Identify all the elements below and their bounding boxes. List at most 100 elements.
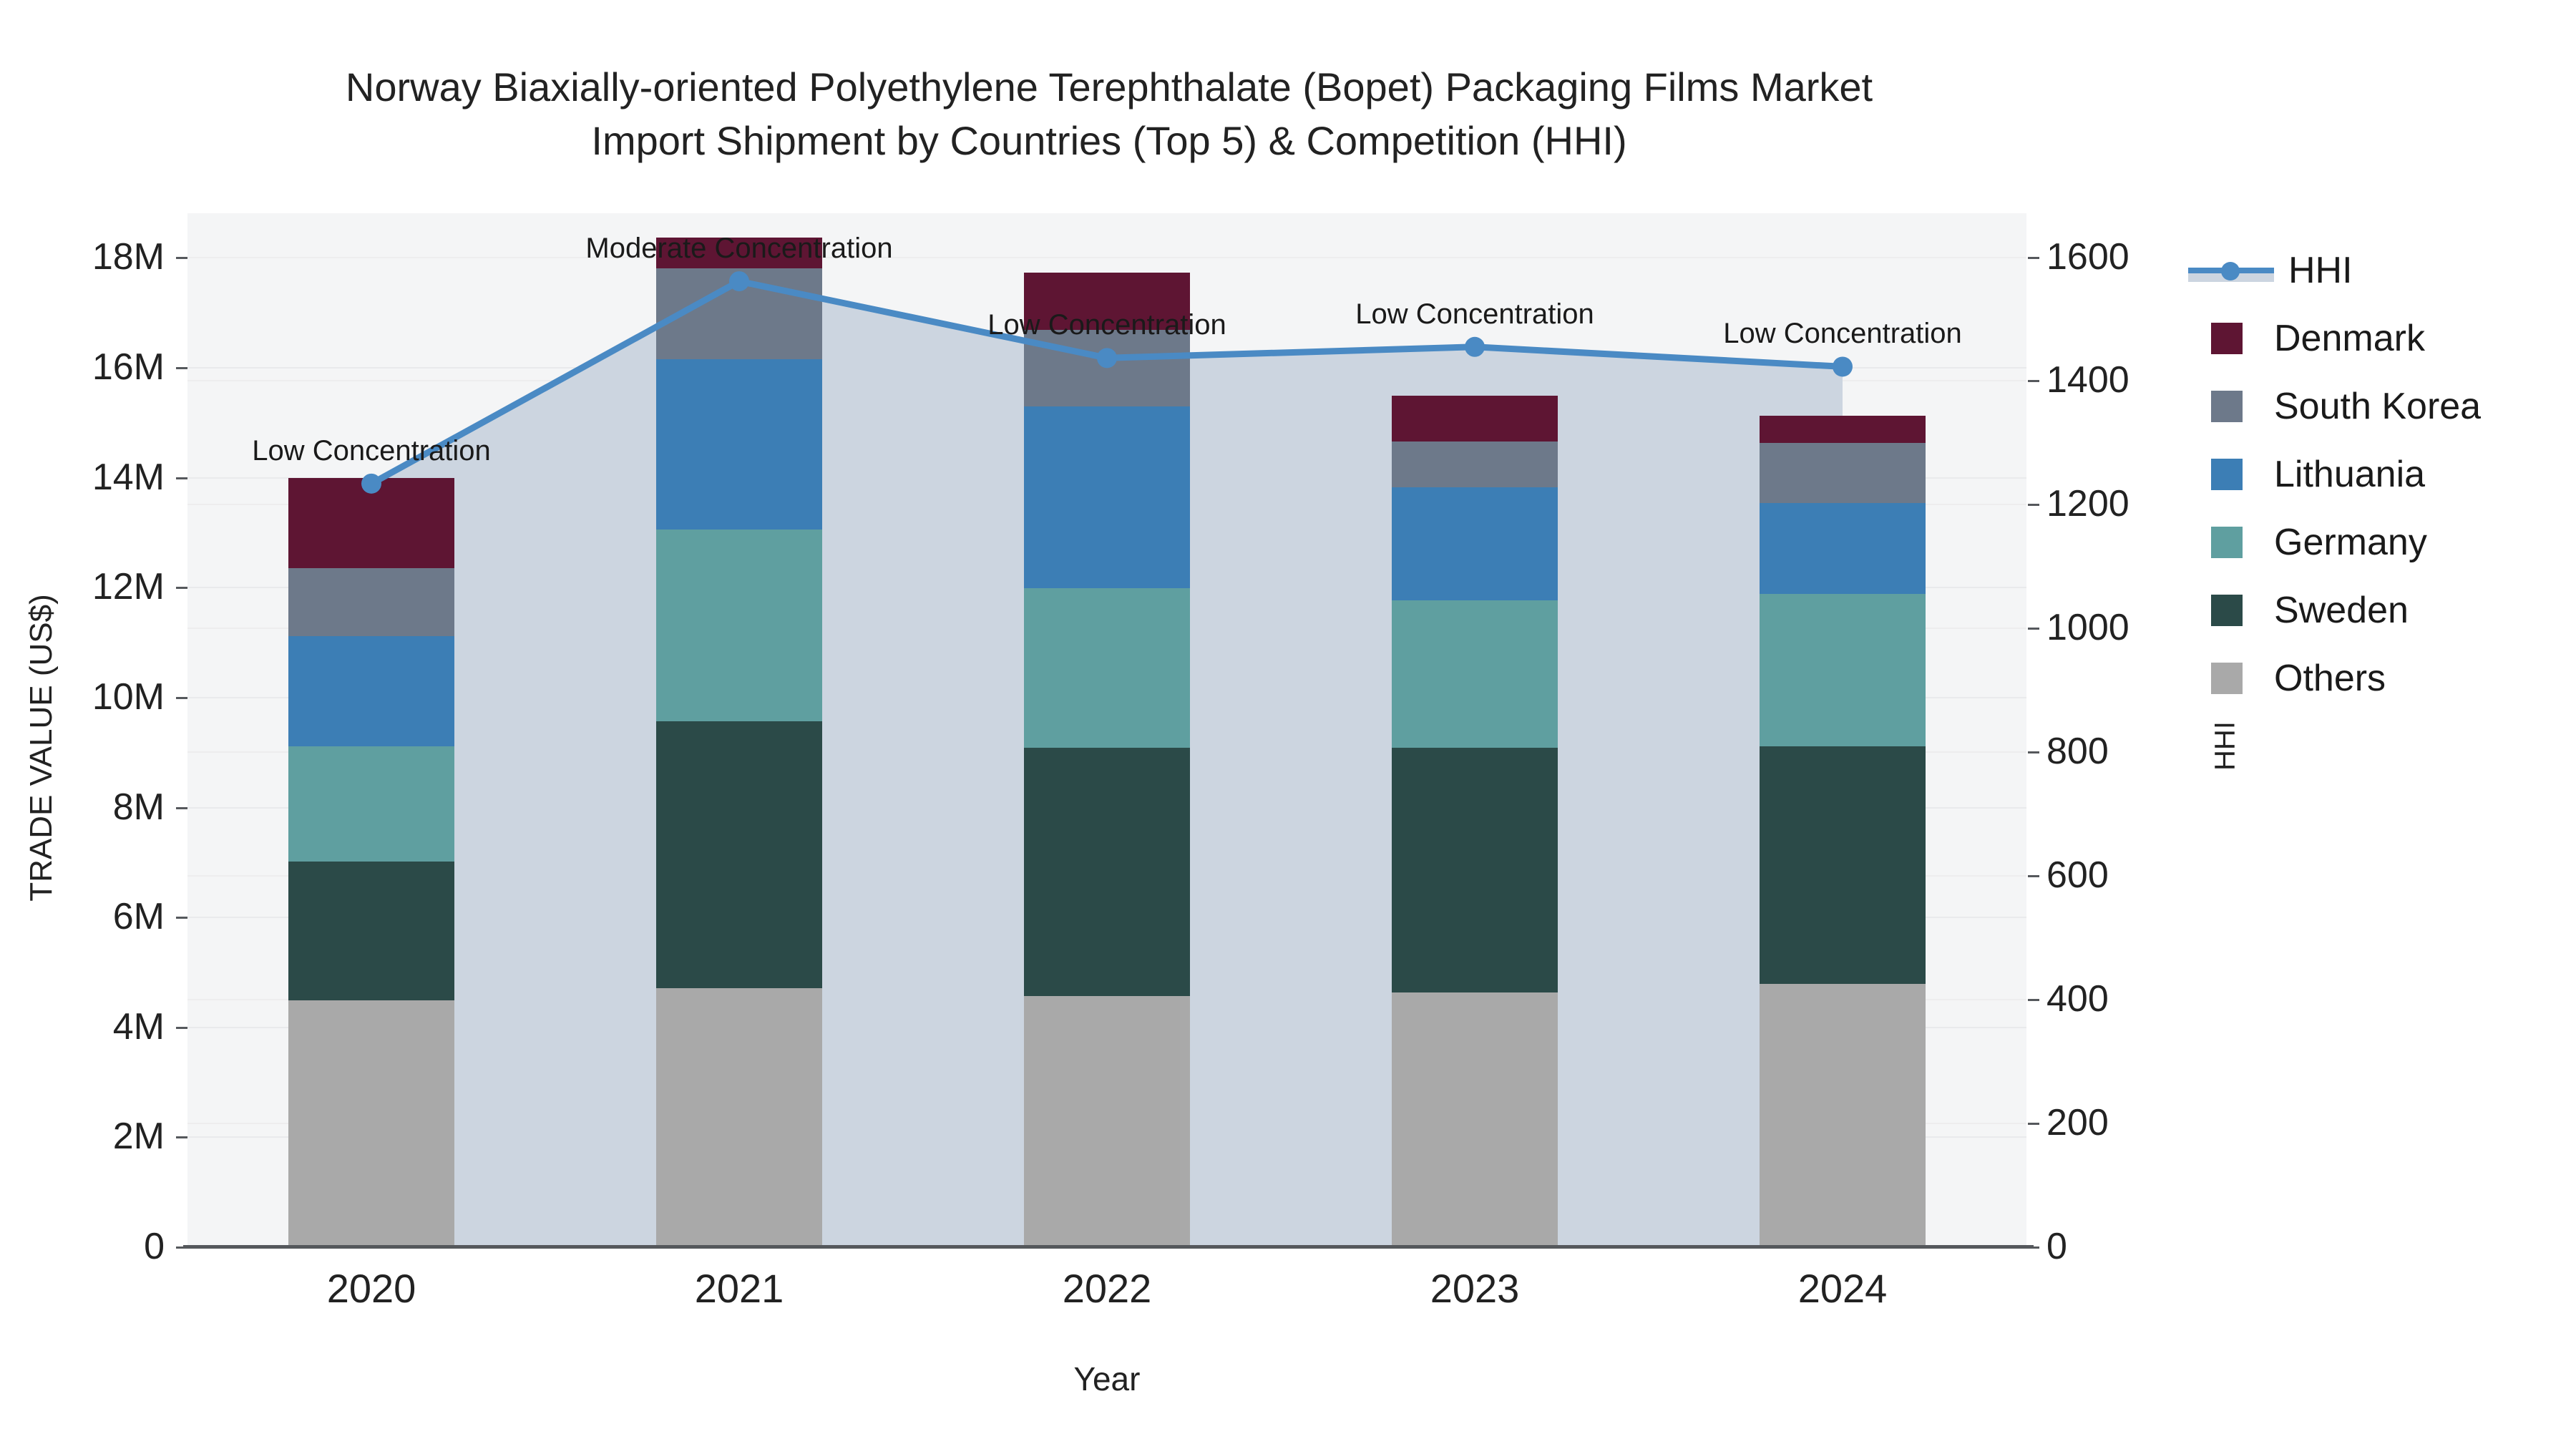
bar-segment[interactable] <box>1760 594 1926 747</box>
y-axis-left-tick-label: 2M <box>112 1116 165 1158</box>
chart-title-line-2: Import Shipment by Countries (Top 5) & C… <box>591 118 1627 164</box>
legend-color-swatch <box>2211 458 2243 490</box>
hhi-data-point[interactable] <box>1097 348 1117 369</box>
bar-group[interactable] <box>1760 213 1926 1246</box>
y-axis-right-tick-mark <box>2028 380 2039 383</box>
bar-segment[interactable] <box>1024 406 1190 588</box>
bar-segment[interactable] <box>1392 600 1558 748</box>
x-axis-tick-label: 2023 <box>1430 1266 1520 1311</box>
y-axis-right-tick-label: 400 <box>2046 978 2109 1020</box>
hhi-data-point[interactable] <box>361 473 381 494</box>
x-axis-line <box>183 1245 2034 1249</box>
legend-item[interactable]: Denmark <box>2188 304 2575 372</box>
y-axis-right-tick-label: 1000 <box>2046 607 2129 649</box>
y-axis-left-tick-mark <box>176 917 187 919</box>
bar-segment[interactable] <box>1392 487 1558 600</box>
chart-title-line-1: Norway Biaxially-oriented Polyethylene T… <box>345 64 1873 109</box>
bar-group[interactable] <box>1024 213 1190 1246</box>
y-axis-left-title: TRADE VALUE (US$) <box>24 594 59 902</box>
bar-segment[interactable] <box>1760 415 1926 444</box>
legend-item-label: Others <box>2274 657 2386 699</box>
bar-segment[interactable] <box>288 568 454 636</box>
bar-segment[interactable] <box>288 861 454 1000</box>
bar-segment[interactable] <box>1024 272 1190 330</box>
bar-segment[interactable] <box>1760 443 1926 503</box>
hhi-data-point[interactable] <box>1465 336 1485 357</box>
y-axis-left-tick-mark <box>176 1026 187 1029</box>
bar-segment[interactable] <box>1392 396 1558 441</box>
y-axis-left-tick-label: 12M <box>92 566 165 608</box>
legend-color-swatch <box>2211 322 2243 354</box>
bar-segment[interactable] <box>1392 992 1558 1246</box>
legend-item[interactable]: South Korea <box>2188 372 2575 440</box>
y-axis-left-tick-mark <box>176 696 187 699</box>
y-axis-right-tick-label: 200 <box>2046 1102 2109 1144</box>
y-axis-left-tick-label: 0 <box>144 1226 165 1267</box>
concentration-annotation: Low Concentration <box>1723 318 1962 350</box>
y-axis-right-tick-mark <box>2028 875 2039 878</box>
bar-group[interactable] <box>1392 213 1558 1246</box>
hhi-data-point[interactable] <box>1833 356 1853 377</box>
legend-item-label: HHI <box>2288 249 2353 291</box>
bar-segment[interactable] <box>1760 983 1926 1246</box>
concentration-annotation: Low Concentration <box>987 309 1226 341</box>
bar-segment[interactable] <box>656 721 822 988</box>
legend-item[interactable]: Sweden <box>2188 576 2575 644</box>
bar-segment[interactable] <box>656 237 822 268</box>
x-axis-tick-label: 2020 <box>326 1266 416 1311</box>
hhi-line <box>361 271 1853 494</box>
bar-segment[interactable] <box>288 746 454 862</box>
bar-segment[interactable] <box>1024 329 1190 407</box>
legend-item[interactable]: Others <box>2188 644 2575 712</box>
bar-segment[interactable] <box>1760 746 1926 984</box>
y-axis-left-tick-label: 16M <box>92 346 165 389</box>
bar-group[interactable] <box>288 213 454 1246</box>
bar-segment[interactable] <box>1760 502 1926 595</box>
x-axis-tick-label: 2022 <box>1062 1266 1152 1311</box>
bar-segment[interactable] <box>656 358 822 530</box>
legend-item[interactable]: Germany <box>2188 508 2575 576</box>
bar-segment[interactable] <box>1024 747 1190 996</box>
legend-item[interactable]: Lithuania <box>2188 440 2575 508</box>
y-axis-right-tick-label: 800 <box>2046 731 2109 773</box>
bar-segment[interactable] <box>288 1000 454 1246</box>
bar-segment[interactable] <box>1024 995 1190 1246</box>
y-axis-left-tick-mark <box>176 1246 187 1249</box>
legend: HHI Denmark South Korea Lithuania Germany Swe… <box>2188 236 2575 712</box>
y-axis-left-tick-label: 4M <box>112 1005 165 1048</box>
y-axis-right-tick-mark <box>2028 751 2039 754</box>
chart-title: Norway Biaxially-oriented Polyethylene T… <box>0 60 2218 167</box>
bar-segment[interactable] <box>288 635 454 747</box>
bar-segment[interactable] <box>656 529 822 722</box>
hhi-data-point[interactable] <box>729 271 749 292</box>
y-axis-left-tick-mark <box>176 587 187 590</box>
legend-item[interactable]: HHI <box>2188 236 2575 304</box>
x-axis-tick-label: 2024 <box>1797 1266 1888 1311</box>
legend-color-swatch <box>2211 662 2243 694</box>
y-axis-left-tick-label: 14M <box>92 456 165 498</box>
bar-segment[interactable] <box>1392 747 1558 993</box>
y-axis-right-tick-mark <box>2028 504 2039 507</box>
y-axis-left-tick-mark <box>176 367 187 370</box>
y-axis-right-tick-mark <box>2028 999 2039 1002</box>
y-axis-right-tick-mark <box>2028 628 2039 630</box>
legend-color-swatch <box>2211 594 2243 626</box>
legend-line-swatch <box>2188 255 2274 286</box>
y-axis-right-tick-mark <box>2028 1246 2039 1249</box>
y-axis-right-tick-mark <box>2028 256 2039 259</box>
legend-color-swatch <box>2211 390 2243 422</box>
y-axis-right-tick-label: 600 <box>2046 854 2109 897</box>
bar-segment[interactable] <box>656 988 822 1246</box>
y-axis-right-tick-label: 0 <box>2046 1226 2067 1267</box>
y-axis-left-tick-label: 18M <box>92 236 165 278</box>
y-axis-left-tick-label: 10M <box>92 675 165 718</box>
x-axis-tick-label: 2021 <box>694 1266 784 1311</box>
y-axis-right-tick-label: 1400 <box>2046 359 2129 401</box>
legend-item-label: Germany <box>2274 521 2427 563</box>
bar-segment[interactable] <box>1024 587 1190 748</box>
bar-segment[interactable] <box>1392 441 1558 487</box>
bar-group[interactable] <box>656 213 822 1246</box>
